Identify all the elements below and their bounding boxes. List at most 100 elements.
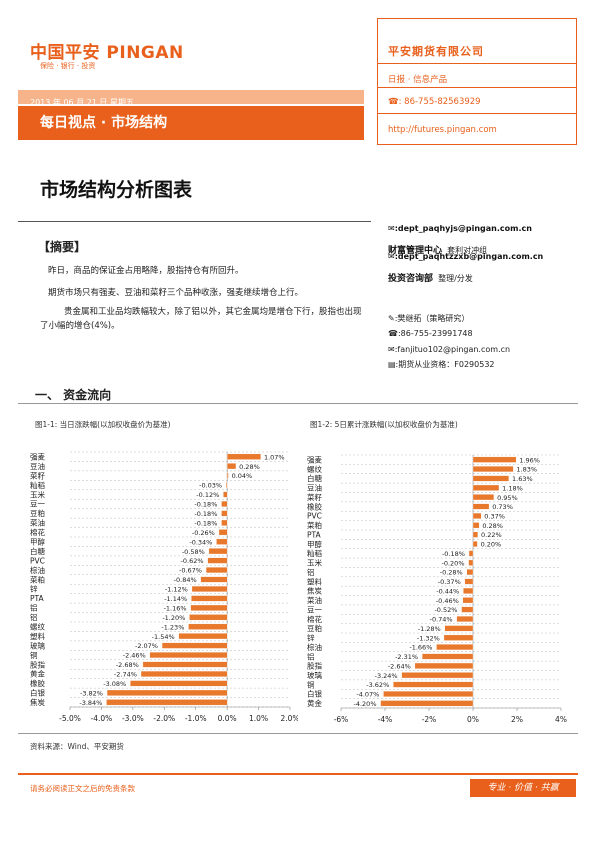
data-label: 0.37%	[484, 513, 505, 521]
data-label: -0.62%	[181, 557, 204, 565]
data-label: -0.67%	[179, 567, 202, 575]
x-tick-label: -2.0%	[153, 714, 175, 723]
x-tick-label: 4%	[555, 715, 567, 724]
category-label: 菜油	[307, 595, 322, 605]
bar	[456, 616, 474, 622]
category-label: 铝	[30, 612, 38, 622]
data-label-bg	[494, 493, 520, 502]
data-label: -1.28%	[418, 625, 441, 633]
data-label-bg	[478, 540, 504, 549]
id-card-icon: ▤:	[388, 360, 399, 369]
bar	[208, 548, 228, 555]
x-tick-label: -6%	[334, 715, 349, 724]
x-tick-label: -1.0%	[185, 714, 207, 723]
data-label: -0.37%	[438, 578, 461, 586]
data-label: -0.12%	[196, 491, 219, 499]
data-label-bg	[490, 502, 516, 511]
data-label: -0.74%	[430, 616, 453, 624]
category-label: 黄金	[307, 698, 322, 708]
bar	[380, 700, 474, 707]
data-label: -4.20%	[354, 700, 377, 708]
category-label: 豆粕	[307, 623, 322, 633]
data-label: -0.52%	[434, 606, 457, 614]
product-type: 日报 · 信息产品	[388, 75, 448, 85]
category-label: 螺纹	[307, 464, 322, 474]
data-label: -0.18%	[194, 510, 217, 518]
category-label: 棉花	[307, 614, 322, 624]
category-label: 焦炭	[307, 586, 322, 596]
page-title: 市场结构分析图表	[40, 179, 193, 201]
category-label: 白银	[307, 689, 322, 699]
category-label: 玻璃	[30, 640, 45, 650]
company-info-box: 平安期货有限公司 日报 · 信息产品 ☎: 86-755-82563929 ht…	[377, 18, 577, 145]
data-label-bg	[414, 624, 444, 633]
x-tick-label: 0.0%	[218, 714, 237, 723]
category-label: 甲醇	[307, 539, 322, 549]
data-label: -0.28%	[440, 569, 463, 577]
data-source: 资料来源：Wind、平安期货	[30, 742, 124, 751]
data-label-bg	[363, 680, 393, 689]
x-tick-label: -2%	[422, 715, 437, 724]
data-label: -1.20%	[162, 614, 185, 622]
bar	[106, 689, 228, 696]
company-url[interactable]: http://futures.pingan.com	[388, 125, 497, 135]
dept-research-note: 整理/分发	[438, 274, 473, 283]
bar	[226, 482, 228, 489]
data-label: -1.14%	[164, 595, 187, 603]
divider	[378, 113, 576, 114]
bar	[221, 519, 228, 526]
data-label-bg	[426, 614, 456, 623]
category-label: 玉米	[307, 558, 322, 568]
data-label: 1.18%	[502, 484, 523, 492]
report-title-bar: 每日视点 · 市场结构	[18, 106, 364, 140]
data-label: -0.18%	[194, 501, 217, 509]
bar	[472, 541, 478, 547]
report-date: 2013 年 06 月 21 日 星期五	[30, 98, 134, 107]
data-label-bg	[261, 452, 287, 461]
bar	[443, 634, 474, 641]
bar	[190, 604, 228, 611]
bar	[205, 567, 228, 574]
data-label-bg	[391, 652, 422, 661]
category-label: 白糖	[307, 473, 322, 483]
bar	[216, 538, 228, 545]
bar	[436, 644, 474, 651]
data-label-bg	[177, 556, 207, 565]
bar	[472, 494, 495, 501]
data-label-bg	[161, 594, 191, 603]
x-tick-label: 1.0%	[249, 714, 268, 723]
chart-1-daily-change: -5.0% -4.0% -3.0% -2.0% -1.0% 0.0% 1.0% 2.0% 1.0…	[30, 452, 298, 723]
data-label: 0.20%	[481, 541, 502, 549]
x-tick-label: -5.0%	[59, 714, 81, 723]
bar	[444, 625, 474, 632]
disclaimer-notice[interactable]: 请务必阅读正文之后的免责条款	[30, 784, 135, 793]
x-tick-label: 0%	[467, 715, 479, 724]
bar	[472, 512, 482, 519]
bar	[472, 456, 517, 463]
data-label: -0.58%	[182, 548, 205, 556]
data-label: -1.54%	[152, 633, 175, 641]
section-divider	[18, 403, 578, 404]
data-label-bg	[236, 462, 262, 471]
data-label-bg	[191, 499, 221, 508]
data-label-bg	[350, 699, 380, 708]
contact-email-2[interactable]: dept_paqhtzzxb@pingan.com.cn	[397, 252, 544, 261]
category-label: 棕油	[30, 565, 45, 575]
bar	[188, 623, 228, 630]
category-label: 黄金	[30, 669, 45, 679]
data-label-bg	[186, 537, 216, 546]
bar	[200, 576, 228, 583]
category-label: 玻璃	[307, 670, 322, 680]
data-label: -1.12%	[165, 586, 188, 594]
analyst-email[interactable]: fanjituo102@pingan.com.cn	[397, 345, 511, 354]
analyst-license: 期货从业资格：F0290532	[398, 360, 495, 369]
divider	[378, 87, 576, 88]
category-label: 菜粕	[30, 574, 45, 584]
data-label: -0.46%	[436, 597, 459, 605]
data-label-bg	[438, 549, 469, 558]
category-label: 籼稻	[30, 480, 45, 490]
summary-heading: 【摘要】	[38, 240, 87, 254]
contact-email-1[interactable]: dept_paqhyjs@pingan.com.cn	[397, 224, 532, 233]
category-label: 橡胶	[307, 501, 322, 511]
bar	[472, 522, 480, 529]
